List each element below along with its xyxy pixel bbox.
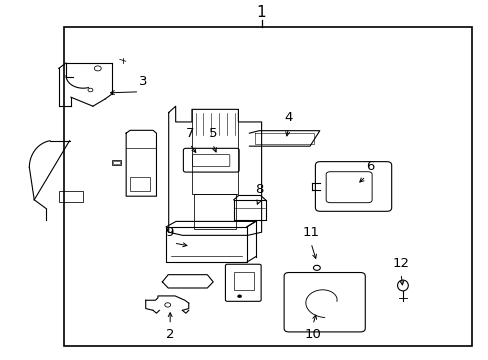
Text: 2: 2 — [165, 328, 174, 341]
Text: 3: 3 — [139, 75, 147, 88]
Bar — [59, 191, 83, 202]
Text: 10: 10 — [304, 328, 321, 341]
Text: 8: 8 — [254, 183, 263, 196]
Text: 9: 9 — [165, 226, 173, 239]
Bar — [130, 177, 149, 191]
Bar — [112, 160, 121, 165]
Text: 5: 5 — [208, 127, 217, 140]
Circle shape — [237, 295, 241, 298]
Bar — [233, 272, 254, 290]
Bar — [113, 161, 120, 164]
Text: 4: 4 — [284, 111, 292, 124]
Text: 6: 6 — [365, 160, 373, 173]
Text: 11: 11 — [302, 226, 319, 239]
Bar — [63, 27, 471, 346]
Text: 1: 1 — [256, 5, 266, 20]
Text: 7: 7 — [185, 127, 194, 140]
Text: 12: 12 — [392, 257, 408, 270]
Bar — [194, 194, 236, 229]
